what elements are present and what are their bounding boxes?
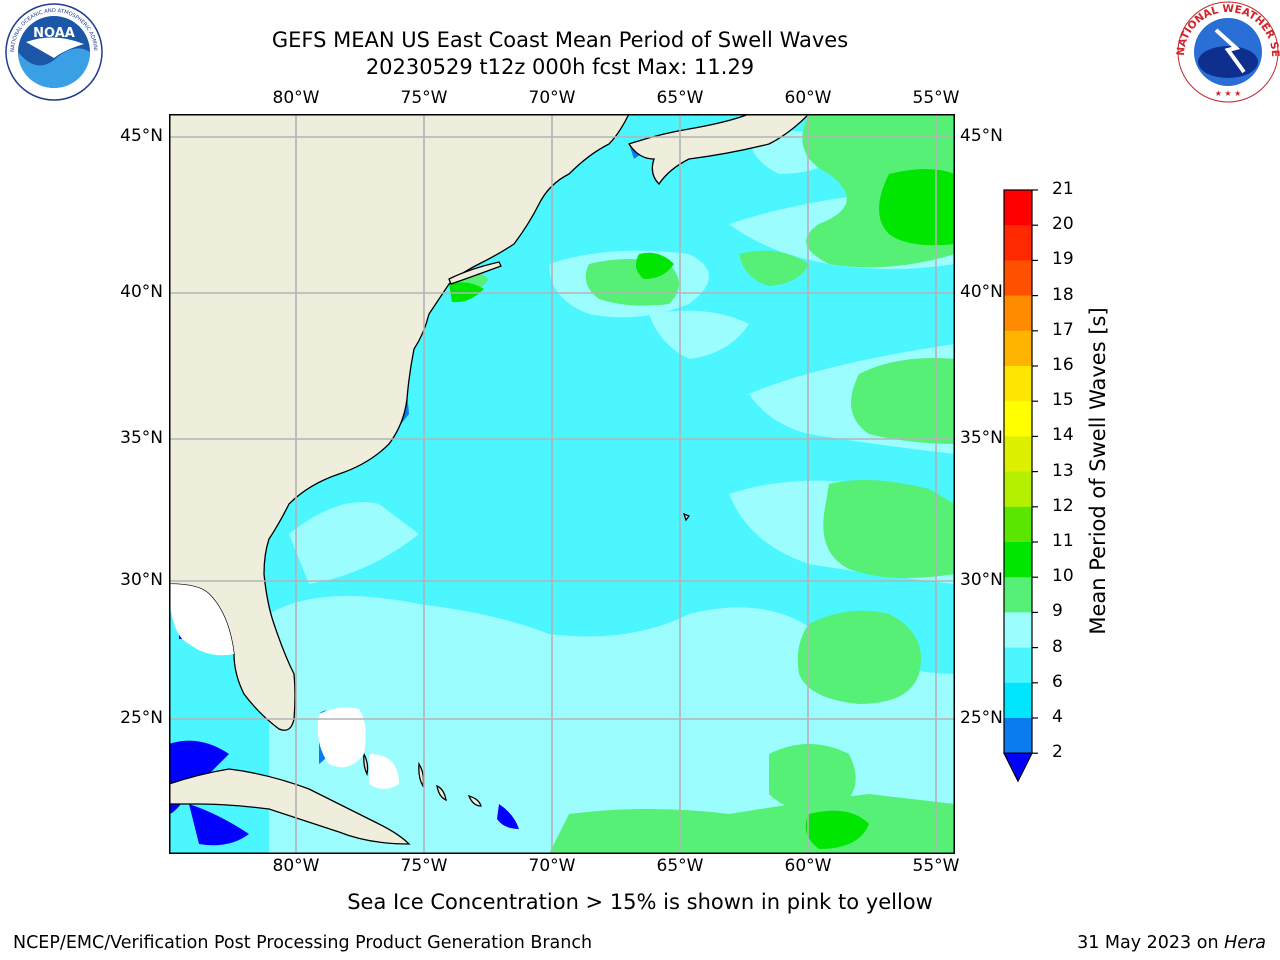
lon-label-top: 60°W	[784, 88, 832, 108]
colorbar-tick-label: 4	[1052, 707, 1063, 727]
lon-label-bottom: 60°W	[784, 856, 832, 876]
colorbar-band	[1004, 577, 1032, 613]
colorbar-tick-label: 11	[1052, 531, 1074, 551]
lat-label-left: 30°N	[120, 570, 163, 590]
colorbar-tick-label: 13	[1052, 460, 1074, 481]
lat-label-left: 40°N	[120, 282, 163, 302]
noaa-logo: NOAA NATIONAL OCEANIC AND ATMOSPHERIC AD…	[4, 2, 103, 101]
lon-label-top: 55°W	[912, 88, 960, 108]
colorbar-band	[1004, 190, 1032, 226]
lat-label-right: 25°N	[960, 708, 1003, 728]
lat-label-right: 40°N	[960, 282, 1003, 302]
swell-period-map	[169, 114, 955, 854]
colorbar-band	[1004, 225, 1032, 261]
colorbar-tick-label: 15	[1052, 390, 1074, 411]
lat-label-right: 35°N	[960, 428, 1003, 448]
svg-text:★ ★ ★: ★ ★ ★	[1215, 89, 1242, 98]
lat-label-right: 30°N	[960, 570, 1003, 590]
lon-label-top: 70°W	[528, 88, 576, 108]
colorbar-under-arrow	[1003, 752, 1033, 783]
no-data-areas	[169, 584, 399, 789]
nws-logo: NATIONAL WEATHER SERVICE ★ ★ ★	[1176, 0, 1280, 103]
colorbar-tick-label: 9	[1052, 601, 1063, 622]
colorbar-tick-label: 8	[1052, 636, 1063, 657]
colorbar-band	[1004, 330, 1032, 367]
colorbar-tick-label: 16	[1052, 355, 1074, 375]
lat-label-left: 35°N	[120, 428, 163, 448]
colorbar-band	[1004, 612, 1032, 649]
lat-label-right: 45°N	[960, 126, 1003, 146]
map-frame	[169, 114, 955, 854]
colorbar-band	[1004, 542, 1032, 578]
colorbar-band	[1004, 366, 1032, 402]
lon-label-bottom: 70°W	[528, 856, 576, 876]
footer-date: 31 May 2023 on Hera	[1077, 933, 1266, 953]
colorbar-tick-label: 2	[1052, 742, 1063, 763]
lat-label-left: 25°N	[120, 708, 163, 728]
colorbar-tick-label: 18	[1052, 284, 1074, 305]
footer-branch: NCEP/EMC/Verification Post Processing Pr…	[13, 933, 593, 953]
chart-title: GEFS MEAN US East Coast Mean Period of S…	[271, 28, 849, 52]
colorbar-band	[1004, 401, 1032, 437]
lon-label-bottom: 75°W	[400, 856, 448, 876]
map-grid	[169, 114, 955, 854]
lon-label-bottom: 80°W	[272, 856, 320, 876]
lon-label-bottom: 65°W	[656, 856, 704, 876]
noaa-logo-text: NOAA	[33, 26, 75, 41]
colorbar-band	[1004, 647, 1032, 684]
footer-date-text: 31 May 2023 on	[1077, 933, 1219, 953]
footer-machine: Hera	[1224, 933, 1266, 953]
lon-label-bottom: 55°W	[912, 856, 960, 876]
colorbar-tick-label: 21	[1052, 179, 1074, 199]
colorbar-band	[1004, 295, 1032, 332]
colorbar-title: Mean Period of Swell Waves [s]	[1086, 307, 1110, 635]
colorbar-tick-label: 12	[1052, 495, 1074, 516]
colorbar-band	[1004, 260, 1032, 297]
colorbar-tick-label: 6	[1052, 671, 1063, 692]
lon-label-top: 80°W	[272, 88, 320, 108]
colorbar-band	[1004, 436, 1032, 473]
sea-ice-footnote: Sea Ice Concentration > 15% is shown in …	[347, 890, 933, 914]
lat-label-left: 45°N	[120, 126, 163, 146]
colorbar-tick-label: 10	[1052, 566, 1074, 587]
chart-subtitle: 20230529 t12z 000h fcst Max: 11.29	[365, 55, 755, 79]
colorbar-band	[1004, 506, 1032, 543]
colorbar	[1003, 189, 1038, 783]
colorbar-tick-label: 17	[1052, 319, 1074, 340]
colorbar-tick-label: 20	[1052, 214, 1074, 235]
lon-label-top: 75°W	[400, 88, 448, 108]
colorbar-tick-label: 14	[1052, 425, 1074, 446]
colorbar-band	[1004, 682, 1032, 719]
colorbar-tick-label: 19	[1052, 249, 1074, 270]
colorbar-band	[1004, 471, 1032, 508]
lon-label-top: 65°W	[656, 88, 704, 108]
land	[169, 114, 810, 845]
colorbar-band	[1004, 718, 1032, 754]
